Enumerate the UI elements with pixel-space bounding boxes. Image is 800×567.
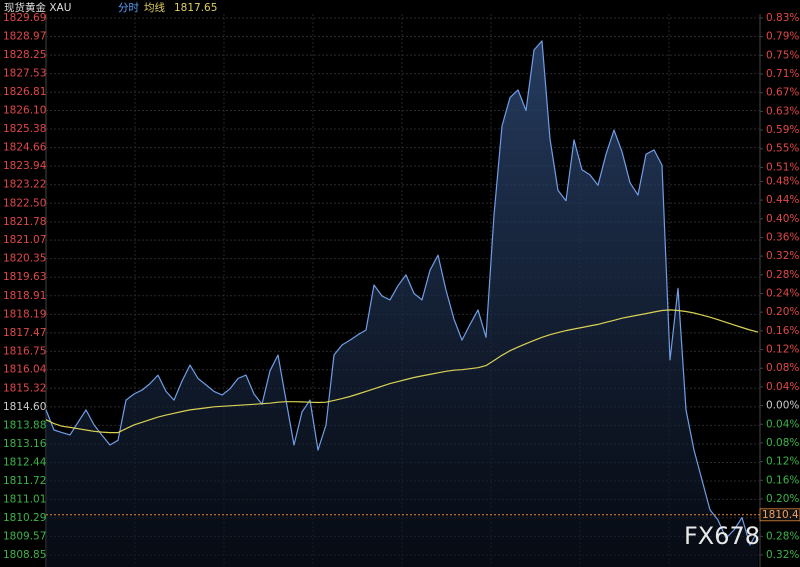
y2-tick-label: 0.08% xyxy=(766,437,799,449)
chart-title: 现货黄金 XAU xyxy=(4,1,71,14)
y2-tick-label: 0.20% xyxy=(766,306,799,318)
y-tick-label: 1813.88 xyxy=(3,419,46,431)
y-tick-label: 1817.47 xyxy=(3,327,46,339)
y-tick-label: 1814.60 xyxy=(3,401,46,413)
y-tick-label: 1818.91 xyxy=(3,290,46,302)
y-tick-label: 1826.81 xyxy=(3,86,46,98)
y2-tick-label: 0.28% xyxy=(766,530,799,542)
watermark: FX678 xyxy=(684,522,760,550)
price-area xyxy=(46,40,758,567)
y2-tick-label: 0.24% xyxy=(766,288,799,300)
y2-tick-label: 0.75% xyxy=(766,49,799,61)
y-tick-label: 1827.53 xyxy=(3,68,46,80)
header: 现货黄金 XAU 分时 均线 1817.65 xyxy=(4,1,217,14)
y2-tick-label: 0.32% xyxy=(766,549,799,561)
y-tick-label: 1812.44 xyxy=(3,456,47,468)
y-tick-label: 1809.57 xyxy=(3,530,46,542)
y-tick-label: 1828.25 xyxy=(3,49,46,61)
y-tick-label: 1811.72 xyxy=(3,475,46,487)
y2-tick-label: 0.59% xyxy=(766,124,799,136)
y2-tick-label: 0.63% xyxy=(766,105,799,117)
y-tick-label: 1816.04 xyxy=(3,364,47,376)
y2-tick-label: 0.79% xyxy=(766,31,799,43)
y2-tick-label: 0.16% xyxy=(766,474,799,486)
y-tick-label: 1822.50 xyxy=(3,197,46,209)
y2-tick-label: 0.36% xyxy=(766,231,799,243)
y-tick-label: 1813.16 xyxy=(3,438,47,450)
y2-tick-label: 0.44% xyxy=(766,194,799,206)
average-value: 1817.65 xyxy=(174,2,217,14)
y2-tick-label: 0.71% xyxy=(766,68,799,80)
y-tick-label: 1816.75 xyxy=(3,345,46,357)
price-line xyxy=(45,40,759,546)
y-tick-label: 1828.97 xyxy=(3,31,46,43)
y2-tick-label: 0.20% xyxy=(766,493,799,505)
y2-tick-label: 0.12% xyxy=(766,456,799,468)
y-tick-label: 1815.32 xyxy=(3,382,46,394)
y-tick-label: 1823.22 xyxy=(3,179,46,191)
y2-tick-label: 0.00% xyxy=(766,400,799,412)
y-tick-label: 1821.07 xyxy=(3,234,46,246)
y-tick-label: 1824.66 xyxy=(3,142,47,154)
y2-tick-label: 0.55% xyxy=(766,143,799,155)
y-tick-label: 1818.19 xyxy=(3,308,46,320)
y2-tick-label: 0.08% xyxy=(766,362,799,374)
y-tick-label: 1821.78 xyxy=(3,216,46,228)
y-tick-label: 1811.01 xyxy=(3,493,46,505)
last-price-box xyxy=(759,508,800,522)
y-tick-label: 1820.35 xyxy=(3,253,46,265)
y2-tick-label: 0.04% xyxy=(766,381,799,393)
y2-tick-label: 0.51% xyxy=(766,161,799,173)
y2-tick-label: 0.12% xyxy=(766,344,799,356)
y-tick-label: 1829.69 xyxy=(3,12,46,24)
y2-tick-label: 0.32% xyxy=(766,250,799,262)
y-tick-label: 1826.10 xyxy=(3,105,46,117)
last-price-label: 1810.41 xyxy=(762,509,800,521)
y2-tick-label: 0.48% xyxy=(766,175,799,187)
y2-tick-label: 0.67% xyxy=(766,87,799,99)
y-tick-label: 1808.85 xyxy=(3,549,46,561)
y-tick-label: 1819.63 xyxy=(3,271,46,283)
y2-tick-label: 0.04% xyxy=(766,418,799,430)
y2-tick-label: 0.28% xyxy=(766,269,799,281)
y-tick-label: 1823.94 xyxy=(3,160,47,172)
mode-label: 分时 xyxy=(118,2,139,14)
y-tick-label: 1825.38 xyxy=(3,123,46,135)
y-tick-label: 1810.29 xyxy=(3,512,46,524)
average-line xyxy=(45,309,759,434)
legend-entry: 均线 xyxy=(144,1,165,14)
y2-tick-label: 0.16% xyxy=(766,325,799,337)
y2-tick-label: 0.83% xyxy=(766,12,799,24)
y2-tick-label: 0.40% xyxy=(766,213,799,225)
